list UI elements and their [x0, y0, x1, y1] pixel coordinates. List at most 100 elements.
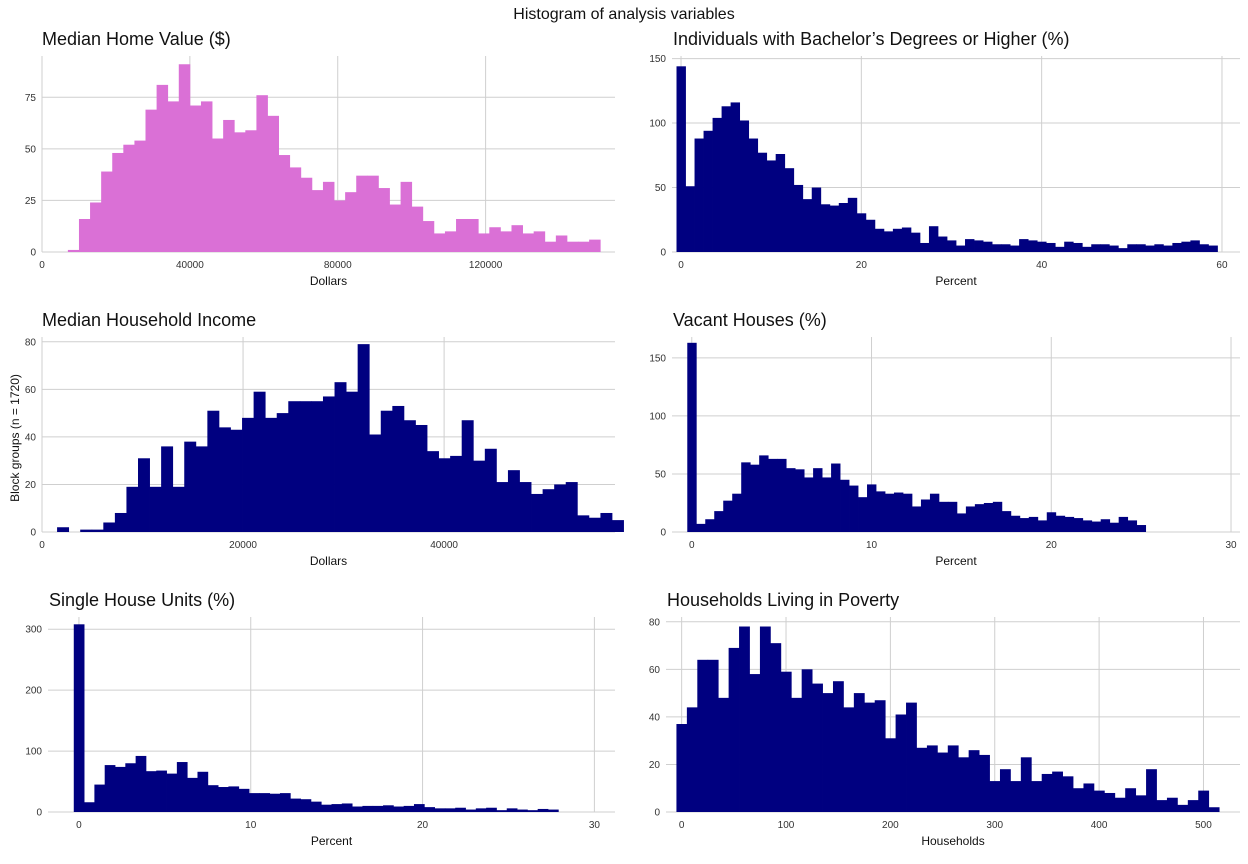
- y-tick-label: 0: [660, 528, 666, 539]
- x-tick-label: 0: [678, 260, 684, 271]
- histogram-bar: [712, 117, 722, 252]
- histogram-bar: [1187, 800, 1199, 812]
- histogram-bar: [775, 154, 786, 252]
- histogram-bar: [1125, 788, 1137, 812]
- histogram-bar: [1166, 797, 1178, 812]
- histogram-bar: [145, 109, 157, 252]
- histogram-bar: [256, 95, 268, 252]
- histogram-bar: [207, 785, 219, 812]
- histogram-bar: [533, 231, 546, 252]
- histogram-bar: [883, 231, 894, 252]
- histogram-bar: [730, 102, 741, 252]
- panel-title: Individuals with Bachelor’s Degrees or H…: [673, 29, 1070, 49]
- histogram-bar: [473, 460, 486, 532]
- histogram-bar: [685, 186, 695, 252]
- histogram-panel: 0 25 50 75 0 40000 80000 120000 Median Home Valu…: [25, 29, 615, 288]
- histogram-bar: [424, 807, 435, 812]
- histogram-bar: [1118, 516, 1129, 532]
- histogram-bar: [901, 227, 912, 252]
- x-tick-label: 40: [1036, 260, 1048, 271]
- histogram-bar: [300, 799, 312, 812]
- histogram-bar: [1010, 245, 1020, 252]
- histogram-bar: [544, 241, 557, 252]
- histogram-bar: [500, 231, 512, 252]
- histogram-bar: [938, 501, 949, 532]
- histogram-bar: [156, 770, 167, 812]
- histogram-bar: [766, 160, 777, 252]
- histogram-bar: [134, 140, 146, 252]
- y-tick-label: 80: [25, 337, 37, 348]
- histogram-bar: [858, 497, 868, 532]
- histogram-bar: [892, 228, 903, 252]
- histogram-bar: [694, 138, 704, 252]
- histogram-bar: [253, 391, 266, 532]
- histogram-bar: [1093, 790, 1105, 812]
- histogram-bar: [522, 233, 535, 252]
- x-tick-label: 0: [689, 540, 695, 551]
- histogram-bar: [926, 745, 938, 812]
- histogram-bar: [1109, 245, 1119, 252]
- histogram-bar: [356, 175, 368, 252]
- histogram-bar: [310, 801, 322, 812]
- histogram-panel: 0 20 40 60 80 0 20000 40000 Median Household Inc…: [25, 310, 624, 568]
- histogram-bar: [346, 391, 359, 532]
- histogram-bar: [486, 807, 497, 812]
- histogram-bar: [1109, 522, 1120, 532]
- histogram-bar: [1118, 248, 1128, 252]
- histogram-bar: [1091, 244, 1101, 252]
- histogram-bar: [223, 119, 235, 253]
- histogram-bar: [444, 231, 457, 252]
- histogram-bar: [759, 626, 771, 812]
- histogram-bar: [259, 793, 271, 812]
- x-tick-label: 20: [417, 820, 429, 831]
- y-tick-label: 100: [649, 411, 666, 422]
- histogram-bar: [197, 771, 209, 812]
- histogram-bar: [748, 138, 759, 252]
- histogram-bar: [1064, 516, 1075, 532]
- histogram-bar: [172, 486, 185, 532]
- y-tick-label: 0: [30, 528, 36, 539]
- histogram-bar: [357, 344, 370, 532]
- histogram-bar: [427, 451, 439, 532]
- histogram-bar: [218, 427, 231, 532]
- y-tick-label: 0: [654, 808, 660, 819]
- histogram-bar: [166, 773, 178, 812]
- histogram-bar: [867, 484, 877, 532]
- x-tick-label: 20: [856, 260, 868, 271]
- histogram-bar: [820, 204, 831, 252]
- histogram-bar: [566, 241, 579, 252]
- y-tick-label: 200: [25, 686, 42, 697]
- histogram-bar: [290, 798, 301, 812]
- histogram-bar: [334, 382, 347, 532]
- histogram-bar: [822, 477, 832, 532]
- histogram-bar: [101, 171, 113, 252]
- histogram-bar: [611, 520, 624, 532]
- histogram-bar: [456, 218, 468, 252]
- histogram-bar: [885, 493, 895, 532]
- x-tick-label: 500: [1195, 820, 1212, 831]
- histogram-bar: [1172, 242, 1182, 252]
- histogram-bar: [843, 707, 855, 812]
- histogram-bar: [178, 64, 191, 253]
- histogram-bar: [1052, 771, 1063, 812]
- histogram-bar: [1028, 240, 1038, 252]
- histogram-bar: [138, 458, 150, 532]
- x-tick-label: 40000: [176, 260, 204, 271]
- x-tick-label: 20000: [229, 540, 257, 551]
- histogram-bar: [345, 192, 357, 252]
- histogram-bars: [687, 342, 1147, 532]
- histogram-bar: [757, 152, 768, 252]
- histogram-bar: [910, 232, 921, 252]
- histogram-bar: [67, 249, 80, 252]
- histogram-bar: [999, 769, 1011, 812]
- panel-title: Vacant Houses (%): [673, 310, 827, 330]
- histogram-bar: [885, 738, 896, 812]
- histogram-bar: [467, 218, 479, 252]
- histogram-bar: [104, 765, 116, 812]
- histogram-bar: [874, 700, 886, 812]
- histogram-bar: [1010, 781, 1022, 812]
- histogram-panel: 0 100 200 300 0 10 20 30 Single House Units (%) P…: [25, 590, 615, 848]
- histogram-bar: [864, 702, 876, 812]
- histogram-bar: [741, 462, 751, 532]
